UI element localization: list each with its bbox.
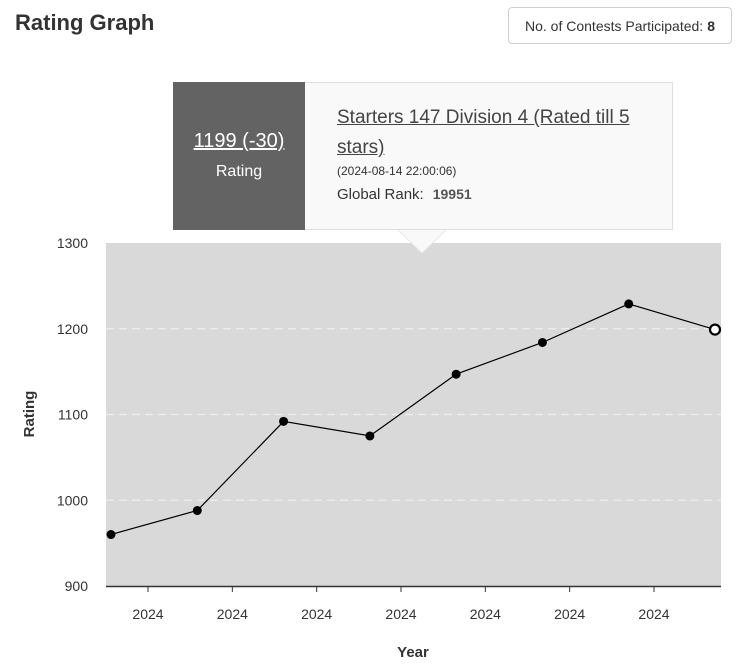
tooltip-rating-change[interactable]: 1199 (-30) xyxy=(193,130,285,152)
tooltip-pointer xyxy=(398,230,446,253)
y-tick-label: 1200 xyxy=(57,321,88,337)
y-tick-label: 1300 xyxy=(57,235,88,251)
data-point[interactable] xyxy=(624,299,634,309)
tooltip-datetime: (2024-08-14 22:00:06) xyxy=(337,164,457,178)
tooltip-rank-label: Global Rank: xyxy=(337,186,424,203)
contests-count-badge: No. of Contests Participated: 8 xyxy=(508,7,732,44)
contests-count-label: No. of Contests Participated: xyxy=(525,17,704,34)
data-points xyxy=(106,299,722,540)
x-tick-label: 2024 xyxy=(217,606,248,622)
x-tick-label: 2024 xyxy=(132,606,163,622)
y-tick-label: 1000 xyxy=(57,492,88,508)
y-tick-label: 900 xyxy=(65,578,89,594)
tooltip-rating-panel: 1199 (-30) Rating xyxy=(173,82,305,230)
rating-line xyxy=(110,303,716,536)
tooltip-rank-value: 19951 xyxy=(432,186,472,202)
page-title: Rating Graph xyxy=(15,10,155,35)
contests-count-value: 8 xyxy=(707,17,715,34)
contest-tooltip: 1199 (-30) Rating Starters 147 Division … xyxy=(173,82,673,230)
x-axis-ticks: 2024 2024 2024 2024 2024 2024 2024 xyxy=(132,586,670,622)
tooltip-rating-label: Rating xyxy=(215,163,263,180)
x-tick-label: 2024 xyxy=(554,606,585,622)
data-point[interactable] xyxy=(192,506,202,516)
tooltip-details-panel: Starters 147 Division 4 (Rated till 5 st… xyxy=(305,82,673,230)
data-point[interactable] xyxy=(106,530,116,540)
x-tick-label: 2024 xyxy=(385,606,416,622)
tooltip-pointer-border xyxy=(397,229,447,254)
data-point-selected[interactable] xyxy=(708,323,722,336)
data-point[interactable] xyxy=(365,431,375,441)
grid-lines xyxy=(106,328,721,501)
x-tick-label: 2024 xyxy=(638,606,669,622)
x-tick-label: 2024 xyxy=(301,606,332,622)
y-tick-label: 1100 xyxy=(58,407,88,423)
x-axis-label: Year xyxy=(397,644,429,661)
y-axis-label: Rating xyxy=(21,391,38,438)
tooltip-global-rank: Global Rank: 19951 xyxy=(337,186,652,203)
data-point[interactable] xyxy=(279,416,289,426)
x-tick-label: 2024 xyxy=(470,606,501,622)
data-point[interactable] xyxy=(451,369,461,379)
tooltip-contest-link[interactable]: Starters 147 Division 4 (Rated till 5 st… xyxy=(337,107,630,158)
y-axis-ticks: 900 1000 1100 1200 1300 xyxy=(57,235,88,594)
data-point[interactable] xyxy=(537,337,547,347)
